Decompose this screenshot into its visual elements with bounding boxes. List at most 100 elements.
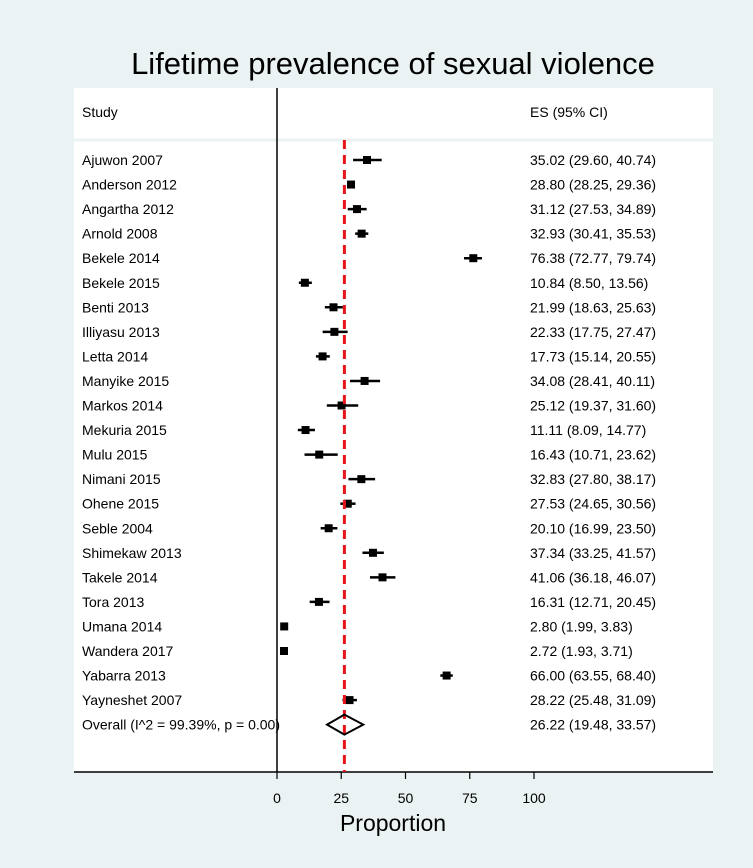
- study-row: Illiyasu 2013 22.33 (17.75, 27.47): [82, 324, 656, 340]
- effect-size-value: 66.00 (63.55, 68.40): [530, 668, 656, 684]
- effect-size-value: 28.22 (25.48, 31.09): [530, 692, 656, 708]
- study-name: Shimekaw 2013: [82, 545, 182, 561]
- study-row: Takele 2014 41.06 (36.18, 46.07): [82, 569, 656, 585]
- effect-size-value: 41.06 (36.18, 46.07): [530, 569, 656, 585]
- study-name: Tora 2013: [82, 594, 144, 610]
- study-name: Nimani 2015: [82, 471, 161, 487]
- effect-size-value: 20.10 (16.99, 23.50): [530, 520, 656, 536]
- study-row: Wandera 2017 2.72 (1.93, 3.71): [82, 643, 633, 659]
- study-name: Mulu 2015: [82, 447, 148, 463]
- overall-value: 26.22 (19.48, 33.57): [530, 717, 656, 733]
- study-name: Seble 2004: [82, 520, 153, 536]
- study-name: Yabarra 2013: [82, 668, 166, 684]
- x-tick-label: 75: [462, 790, 478, 806]
- study-name: Letta 2014: [82, 348, 148, 364]
- point-estimate-marker: [337, 401, 346, 410]
- study-row: Manyike 2015 34.08 (28.41, 40.11): [82, 373, 655, 389]
- study-row: Shimekaw 2013 37.34 (33.25, 41.57): [82, 545, 656, 561]
- effect-size-value: 11.11 (8.09, 14.77): [530, 422, 646, 438]
- study-row: Mulu 2015 16.43 (10.71, 23.62): [82, 447, 656, 463]
- point-estimate-marker: [280, 622, 289, 631]
- x-tick-label: 0: [273, 790, 281, 806]
- point-estimate-marker: [469, 254, 478, 263]
- study-row: Angartha 2012 31.12 (27.53, 34.89): [82, 201, 656, 217]
- effect-size-value: 21.99 (18.63, 25.63): [530, 299, 656, 315]
- study-name: Anderson 2012: [82, 177, 177, 193]
- study-row: Letta 2014 17.73 (15.14, 20.55): [82, 348, 656, 364]
- chart-title: Lifetime prevalence of sexual violence: [131, 46, 655, 81]
- point-estimate-marker: [318, 352, 327, 361]
- x-tick-label: 25: [333, 790, 349, 806]
- point-estimate-marker: [347, 180, 356, 189]
- effect-size-value: 32.83 (27.80, 38.17): [530, 471, 656, 487]
- study-row: Ohene 2015 27.53 (24.65, 30.56): [82, 496, 656, 512]
- effect-size-value: 2.80 (1.99, 3.83): [530, 618, 633, 634]
- effect-size-value: 31.12 (27.53, 34.89): [530, 201, 656, 217]
- point-estimate-marker: [300, 278, 309, 287]
- effect-size-value: 25.12 (19.37, 31.60): [530, 398, 656, 414]
- study-row: Yayneshet 2007 28.22 (25.48, 31.09): [82, 692, 656, 708]
- point-estimate-marker: [442, 671, 451, 680]
- effect-size-value: 37.34 (33.25, 41.57): [530, 545, 656, 561]
- study-name: Yayneshet 2007: [82, 692, 182, 708]
- study-row: Anderson 2012 28.80 (28.25, 29.36): [82, 177, 656, 193]
- study-row: Bekele 2014 76.38 (72.77, 79.74): [82, 250, 656, 266]
- effect-size-value: 32.93 (30.41, 35.53): [530, 226, 656, 242]
- study-row: Nimani 2015 32.83 (27.80, 38.17): [82, 471, 656, 487]
- effect-size-value: 34.08 (28.41, 40.11): [530, 373, 655, 389]
- overall-label: Overall (I^2 = 99.39%, p = 0.00): [82, 717, 280, 733]
- study-column-header: Study: [82, 104, 118, 120]
- point-estimate-marker: [343, 499, 352, 508]
- point-estimate-marker: [330, 327, 339, 336]
- study-row: Tora 2013 16.31 (12.71, 20.45): [82, 594, 656, 610]
- x-axis-label: Proportion: [340, 810, 446, 836]
- study-name: Illiyasu 2013: [82, 324, 160, 340]
- point-estimate-marker: [368, 548, 377, 557]
- point-estimate-marker: [357, 229, 366, 238]
- study-name: Ohene 2015: [82, 496, 159, 512]
- point-estimate-marker: [360, 376, 369, 385]
- point-estimate-marker: [315, 450, 324, 459]
- x-tick-label: 50: [398, 790, 414, 806]
- study-name: Mekuria 2015: [82, 422, 167, 438]
- effect-size-value: 28.80 (28.25, 29.36): [530, 177, 656, 193]
- study-row: Ajuwon 2007 35.02 (29.60, 40.74): [82, 152, 656, 168]
- point-estimate-marker: [279, 647, 288, 655]
- study-row: Benti 2013 21.99 (18.63, 25.63): [82, 299, 656, 315]
- point-estimate-marker: [363, 156, 372, 164]
- point-estimate-marker: [329, 303, 338, 312]
- effect-size-value: 22.33 (17.75, 27.47): [530, 324, 656, 340]
- study-name: Umana 2014: [82, 618, 162, 634]
- study-name: Manyike 2015: [82, 373, 169, 389]
- study-name: Bekele 2014: [82, 250, 160, 266]
- x-tick-label: 100: [522, 790, 546, 806]
- overall-diamond: [325, 713, 366, 736]
- point-estimate-marker: [324, 524, 333, 533]
- effect-size-value: 35.02 (29.60, 40.74): [530, 152, 656, 168]
- effect-size-value: 27.53 (24.65, 30.56): [530, 496, 656, 512]
- plot-panel: [74, 88, 713, 772]
- es-column-header: ES (95% CI): [530, 104, 608, 120]
- study-name: Angartha 2012: [82, 201, 174, 217]
- study-row: Umana 2014 2.80 (1.99, 3.83): [82, 618, 633, 634]
- study-name: Bekele 2015: [82, 275, 160, 291]
- point-estimate-marker: [345, 696, 354, 705]
- point-estimate-marker: [378, 573, 387, 582]
- point-estimate-marker: [357, 475, 366, 484]
- study-row: Seble 2004 20.10 (16.99, 23.50): [82, 520, 656, 536]
- study-name: Takele 2014: [82, 569, 158, 585]
- study-row: Bekele 2015 10.84 (8.50, 13.56): [82, 275, 648, 291]
- effect-size-value: 10.84 (8.50, 13.56): [530, 275, 648, 291]
- study-row: Yabarra 2013 66.00 (63.55, 68.40): [82, 668, 656, 684]
- effect-size-value: 16.43 (10.71, 23.62): [530, 447, 656, 463]
- point-estimate-marker: [314, 597, 323, 606]
- study-name: Benti 2013: [82, 299, 149, 315]
- study-name: Arnold 2008: [82, 226, 158, 242]
- study-name: Ajuwon 2007: [82, 152, 163, 168]
- study-row: Arnold 2008 32.93 (30.41, 35.53): [82, 226, 656, 242]
- study-row: Markos 2014 25.12 (19.37, 31.60): [82, 398, 656, 414]
- effect-size-value: 17.73 (15.14, 20.55): [530, 348, 656, 364]
- effect-size-value: 2.72 (1.93, 3.71): [530, 643, 633, 659]
